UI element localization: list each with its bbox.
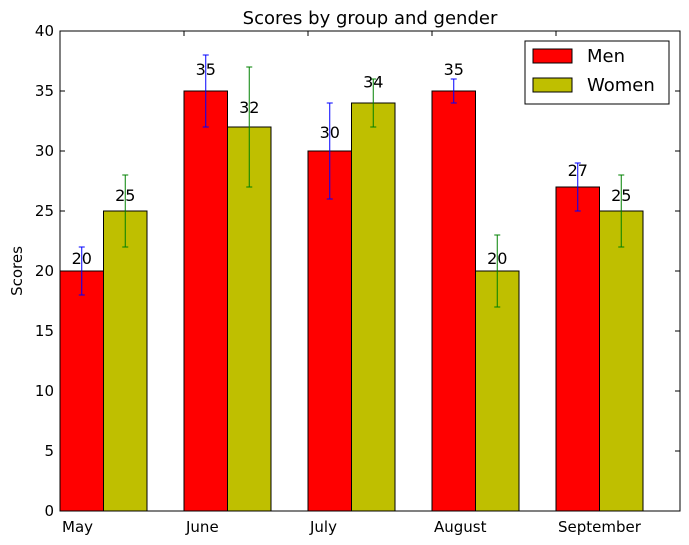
legend-label-men: Men xyxy=(587,46,625,67)
y-tick-label: 25 xyxy=(35,202,54,220)
data-label: 25 xyxy=(115,186,135,205)
bar-men xyxy=(307,150,352,512)
y-tick-label: 20 xyxy=(35,262,54,280)
data-label: 20 xyxy=(487,249,507,268)
y-tick-label: 35 xyxy=(35,82,54,100)
data-label: 27 xyxy=(568,161,588,180)
x-tick-label: May xyxy=(62,518,93,536)
data-label: 35 xyxy=(444,60,464,79)
y-tick-label: 15 xyxy=(35,322,54,340)
y-tick-label: 30 xyxy=(35,142,54,160)
y-tick-label: 40 xyxy=(35,22,54,40)
legend: Men Women xyxy=(524,40,670,105)
data-label: 32 xyxy=(239,98,259,117)
bar-women xyxy=(475,270,520,512)
x-tick-label: August xyxy=(434,518,487,536)
legend-swatch-men xyxy=(532,48,573,64)
data-label: 30 xyxy=(320,123,340,142)
data-label: 35 xyxy=(196,60,216,79)
bar-women xyxy=(103,210,148,512)
x-tick-label: July xyxy=(309,518,337,536)
bar-women xyxy=(351,102,396,512)
bar-men xyxy=(183,90,228,512)
data-label: 20 xyxy=(72,249,92,268)
legend-swatch-women xyxy=(532,77,573,93)
bar-men xyxy=(431,90,476,512)
bar-women xyxy=(599,210,644,512)
y-tick-label: 5 xyxy=(44,442,54,460)
bar-women xyxy=(227,126,272,512)
bar-men xyxy=(59,270,104,512)
data-label: 25 xyxy=(611,186,631,205)
data-label: 34 xyxy=(363,73,383,92)
legend-label-women: Women xyxy=(587,75,655,96)
x-tick-label: September xyxy=(558,518,642,536)
bar-men xyxy=(555,186,600,512)
y-tick-label: 0 xyxy=(44,502,54,520)
chart-title: Scores by group and gender xyxy=(243,8,498,29)
y-axis-label: Scores xyxy=(8,246,26,296)
x-tick-label: June xyxy=(185,518,219,536)
y-tick-label: 10 xyxy=(35,382,54,400)
plot-area: 0 5 10 15 20 25 30 35 40 May 20 25 June 35 32 July 30 34 A… xyxy=(35,22,681,536)
